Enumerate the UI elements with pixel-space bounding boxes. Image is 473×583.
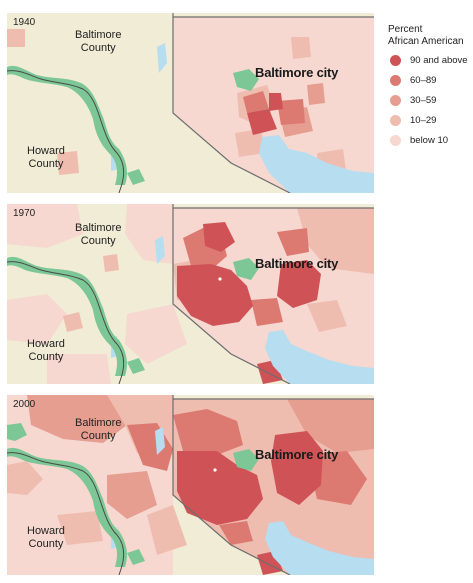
map-year: 1970: [13, 208, 36, 219]
water: [259, 135, 374, 193]
legend-label: below 10: [410, 135, 449, 146]
legend-item-below-10: below 10: [388, 132, 472, 151]
map-year: 1940: [13, 17, 36, 28]
tract: [277, 228, 309, 256]
tract: [177, 264, 253, 326]
tract: [203, 222, 235, 252]
tract: [247, 109, 277, 135]
map-panel-2000: 2000 Baltimore County Howard County Balt…: [7, 395, 374, 575]
map-1970: [7, 204, 374, 384]
map-year: 2000: [13, 399, 36, 410]
park: [7, 423, 27, 441]
patapsco-river: [7, 70, 125, 193]
tract: [107, 471, 157, 519]
water: [265, 330, 374, 384]
legend-item-10-29: 10–29: [388, 112, 472, 131]
tract: [47, 354, 111, 384]
tract: [173, 409, 243, 455]
label-baltimore-county: Baltimore County: [75, 222, 122, 247]
tract: [291, 37, 311, 59]
legend-label: 10–29: [410, 115, 437, 126]
legend-item-30-59: 30–59: [388, 92, 472, 111]
tract: [307, 300, 347, 332]
map-2000: [7, 395, 374, 575]
tract: [125, 304, 187, 364]
patapsco-river: [7, 261, 125, 384]
legend-label: 90 and above: [410, 55, 468, 66]
map-panel-1970: 1970 Baltimore County Howard County Balt…: [7, 204, 374, 384]
label-baltimore-city: Baltimore city: [255, 447, 339, 462]
tract: [63, 312, 83, 332]
water: [265, 521, 374, 575]
legend: Percent African American 90 and above 60…: [388, 24, 472, 151]
legend-label: 60–89: [410, 75, 437, 86]
tract: [219, 521, 253, 545]
tract: [7, 204, 83, 248]
tract: [103, 254, 119, 272]
tract: [277, 99, 305, 125]
patapsco-river: [7, 452, 125, 575]
legend-swatch: [390, 95, 401, 106]
city-boundary: [172, 204, 291, 384]
legend-item-60-89: 60–89: [388, 72, 472, 91]
tract: [57, 511, 103, 545]
tract: [251, 298, 283, 326]
legend-swatch: [390, 115, 401, 126]
legend-list: 90 and above 60–89 30–59 10–29 below 10: [388, 52, 472, 151]
label-baltimore-city: Baltimore city: [255, 65, 339, 80]
tract: [7, 461, 43, 495]
label-howard-county: Howard County: [27, 338, 65, 363]
reservoir: [157, 43, 167, 73]
legend-swatch: [390, 75, 401, 86]
marker: [218, 277, 222, 281]
tract: [277, 260, 321, 308]
legend-label: 30–59: [410, 95, 437, 106]
tract: [147, 505, 187, 555]
city-boundary: [172, 395, 291, 575]
label-howard-county: Howard County: [27, 525, 65, 550]
map-1940: [7, 13, 374, 193]
tract: [297, 208, 374, 274]
park-druid-hill: [233, 449, 259, 471]
park-druid-hill: [233, 258, 259, 280]
label-baltimore-county: Baltimore County: [75, 417, 122, 442]
tract: [235, 129, 265, 157]
tract: [57, 151, 79, 175]
legend-swatch: [390, 55, 401, 66]
reservoir: [155, 236, 165, 264]
map-panel-1940: 1940 Baltimore County Howard County Balt…: [7, 13, 374, 193]
marker: [213, 468, 217, 472]
label-howard-county: Howard County: [27, 145, 65, 170]
tract: [7, 294, 67, 344]
tract: [243, 91, 269, 113]
park: [127, 358, 145, 374]
tract: [307, 83, 325, 105]
tract: [7, 29, 25, 47]
reservoir: [155, 427, 165, 455]
tract: [287, 399, 374, 453]
label-baltimore-city: Baltimore city: [255, 256, 339, 271]
park: [127, 169, 145, 185]
legend-title: Percent African American: [388, 24, 464, 47]
tract: [271, 431, 323, 505]
label-baltimore-county: Baltimore County: [75, 29, 122, 54]
tract: [27, 395, 127, 443]
legend-swatch: [390, 135, 401, 146]
legend-item-90-above: 90 and above: [388, 52, 472, 71]
park-druid-hill: [233, 69, 259, 91]
tract: [269, 93, 283, 111]
park: [127, 549, 145, 565]
tract: [177, 451, 263, 525]
city-boundary: [172, 13, 291, 193]
